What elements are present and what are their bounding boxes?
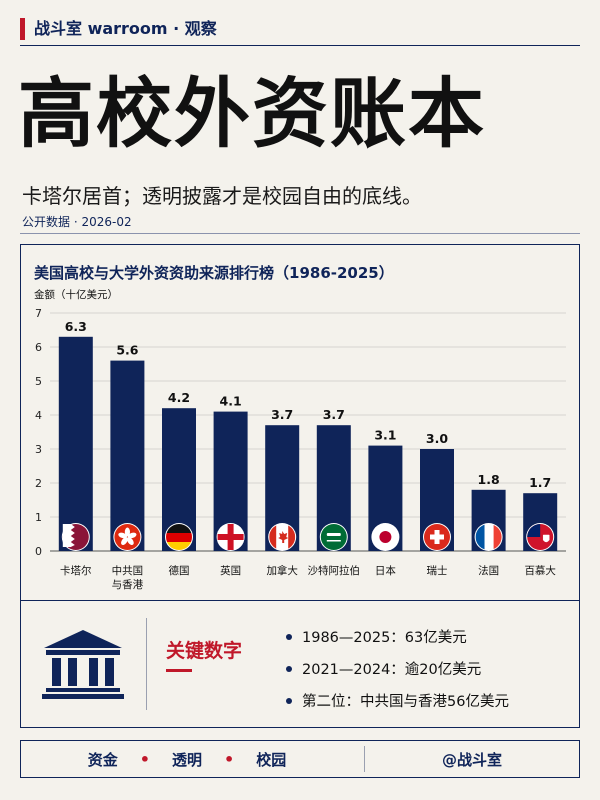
x-tick-label: 卡塔尔 [60,564,92,577]
footer-separator: • [224,749,235,769]
footer-tags: 资金 • 透明 • 校园 [22,740,352,778]
data-label: 3.7 [271,407,293,422]
chart-frame [20,244,580,600]
data-label: 1.7 [529,475,551,490]
x-tick-label: 百慕大 [524,564,556,577]
subtitle-rule [20,233,580,234]
page-subtitle: 卡塔尔居首；透明披露才是校园自由的底线。 [22,184,422,208]
footer-tag: 透明 [171,750,202,769]
bar [110,360,145,551]
footer-bar [20,740,580,778]
header-rule [20,45,580,46]
england-flag [216,523,245,551]
data-label: 6.3 [65,319,87,334]
page-title: 高校外资账本 [18,69,486,158]
footer-separator: • [139,749,150,769]
japan-flag [371,523,400,551]
hong-kong-flag [113,523,142,551]
footer-divider [364,746,365,772]
fact-item: 1986—2025：63亿美元 [286,626,467,647]
data-label: 3.7 [323,407,345,422]
data-label: 4.2 [168,390,190,405]
key-facts-panel [20,600,580,728]
x-tick-label: 英国 [220,564,241,577]
y-tick-label: 5 [35,375,42,388]
fact-item: 2021—2024：逾20亿美元 [286,658,481,679]
institution-building-icon [42,630,124,699]
bar-chart: 0 1 2 3 4 5 6 7 6.3 卡塔尔 5.6 中共国与香港 4.2 德国 4.1 英国 3.7 加拿大 3… [35,307,566,591]
data-label: 1.8 [478,472,500,487]
x-tick-label: 与香港 [112,579,144,591]
qatar-flag [61,523,90,551]
facts-heading: 关键数字 [166,640,243,662]
saudi-arabia-flag [319,523,348,551]
y-tick-label: 0 [35,545,42,558]
x-tick-label: 沙特阿拉伯 [308,564,361,577]
footer-tag: 资金 [87,750,118,769]
footer-handle: @战斗室 [441,750,502,769]
bullet-icon [286,697,292,704]
facts-heading-underline [166,669,192,672]
data-label: 3.1 [374,428,396,443]
x-tick-label: 德国 [169,564,190,577]
data-label: 3.0 [426,431,448,446]
data-label: 5.6 [116,343,138,358]
data-label: 4.1 [220,394,242,409]
bullet-icon [286,665,292,672]
brand-accent-bar [20,18,25,40]
fact-item: 第二位：中共国与香港56亿美元 [286,690,509,711]
brand-label: 战斗室 warroom · 观察 [34,19,217,38]
canada-flag [268,523,297,551]
y-tick-label: 7 [35,307,42,320]
y-tick-label: 6 [35,341,42,354]
y-axis-label: 金额（十亿美元） [34,289,118,301]
x-tick-label: 瑞士 [427,564,448,577]
footer-tag: 校园 [256,750,287,769]
facts-divider [146,618,147,710]
bar [58,336,93,551]
france-flag [474,523,503,551]
y-tick-label: 3 [35,443,42,456]
chart-title: 美国高校与大学外资资助来源排行榜（1986-2025） [34,264,394,282]
x-tick-label: 加拿大 [266,564,298,577]
bullet-icon [286,633,292,640]
switzerland-flag [423,523,451,551]
germany-flag [165,523,193,551]
x-tick-label: 法国 [478,564,499,577]
x-tick-label: 中共国 [112,564,144,577]
x-tick-label: 日本 [375,564,396,577]
source-line: 公开数据 · 2026-02 [22,215,132,229]
y-tick-label: 2 [35,477,42,490]
bermuda-flag [526,523,555,551]
y-tick-label: 4 [35,409,42,422]
y-tick-label: 1 [35,511,42,524]
